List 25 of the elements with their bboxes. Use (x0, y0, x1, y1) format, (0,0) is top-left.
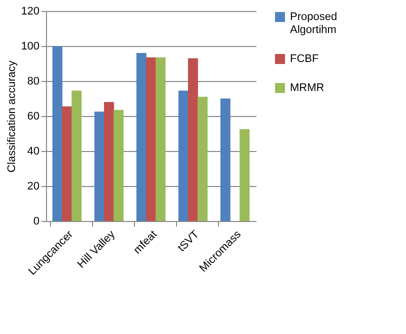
legend-label: MRMR (290, 82, 324, 94)
y-tick-label: 0 (33, 216, 40, 228)
bar (188, 58, 198, 221)
bar (156, 57, 166, 221)
bar (114, 110, 124, 221)
legend-label: FCBF (290, 53, 319, 65)
y-axis-title: Classification accuracy (6, 60, 18, 172)
bar (178, 90, 188, 221)
y-tick-label: 80 (27, 76, 40, 88)
bar (146, 57, 156, 221)
y-tick-label: 100 (21, 40, 40, 52)
bar (240, 129, 250, 221)
bar (52, 46, 62, 221)
bar (62, 106, 72, 221)
y-tick-label: 40 (27, 146, 40, 158)
bar (104, 102, 114, 221)
y-tick-label: 20 (27, 180, 40, 192)
y-tick-label: 60 (27, 110, 40, 122)
y-tick-label: 120 (21, 6, 40, 18)
bar (72, 90, 82, 221)
bar (136, 53, 146, 221)
bar (94, 112, 104, 221)
bar (220, 98, 230, 221)
legend-label: Proposed Algortihm (290, 11, 338, 36)
bar (198, 96, 208, 221)
